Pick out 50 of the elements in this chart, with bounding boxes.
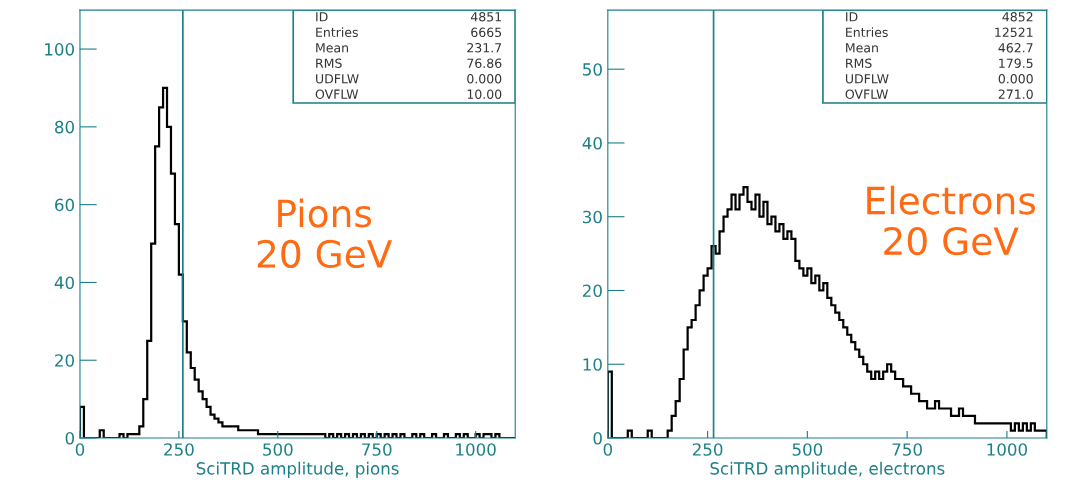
annotation: 10.00 — [467, 89, 502, 99]
annotation: Electrons 20 GeV — [867, 185, 1036, 256]
x-tick-label: 0 — [603, 443, 613, 456]
annotation: Entries — [316, 27, 358, 37]
x-tick-label: 500 — [263, 443, 293, 456]
y-tick-label: 80 — [55, 120, 74, 134]
x-tick-label: 250 — [692, 443, 723, 456]
annotation: 231.7 — [467, 43, 502, 53]
y-tick-label: 50 — [583, 63, 602, 76]
x-axis-title: SciTRD amplitude, pions — [196, 461, 399, 478]
annotation: ID — [316, 12, 328, 22]
annotation: 0.000 — [998, 73, 1033, 84]
y-tick-label: 100 — [45, 43, 74, 56]
y-tick-label: 0 — [593, 431, 602, 445]
x-tick-label: 750 — [362, 443, 392, 456]
annotation: UDFLW — [316, 74, 359, 84]
annotation: OVFLW — [845, 89, 889, 99]
annotation: 179.5 — [999, 58, 1033, 68]
annotation: Entries — [846, 27, 888, 37]
x-tick-label: 0 — [75, 443, 85, 456]
x-tick-label: 250 — [164, 443, 194, 456]
y-tick-label: 60 — [55, 198, 74, 212]
x-tick-label: 750 — [892, 443, 922, 456]
annotation: ID — [846, 12, 858, 22]
y-tick-label: 20 — [55, 354, 74, 367]
x-tick-label: 1000 — [456, 443, 496, 456]
annotation: 12521 — [995, 27, 1033, 37]
y-tick-label: 40 — [54, 276, 74, 290]
annotation: Mean — [846, 43, 878, 53]
y-tick-label: 20 — [582, 284, 602, 298]
y-tick-label: 30 — [583, 210, 602, 224]
annotation: 462.7 — [998, 43, 1033, 53]
annotation: RMS — [316, 58, 342, 68]
annotation: OVFLW — [315, 89, 359, 99]
annotation: 0.000 — [467, 73, 502, 84]
y-tick-label: 10 — [583, 358, 602, 371]
y-tick-label: 0 — [65, 431, 74, 445]
annotation: 271.0 — [998, 89, 1033, 99]
annotation: 6665 — [471, 27, 502, 37]
x-tick-label: 500 — [792, 443, 823, 456]
x-tick-label: 1000 — [987, 443, 1027, 456]
annotation: 4852 — [1002, 12, 1033, 22]
annotation: Pions 20 GeV — [257, 198, 393, 269]
annotation: 4851 — [470, 12, 501, 22]
annotation: 76.86 — [467, 58, 502, 68]
annotation: Mean — [316, 43, 348, 53]
annotation: UDFLW — [845, 74, 889, 84]
y-tick-label: 40 — [582, 136, 602, 150]
annotation: RMS — [846, 58, 872, 68]
x-axis-title: SciTRD amplitude, electrons — [710, 461, 945, 478]
